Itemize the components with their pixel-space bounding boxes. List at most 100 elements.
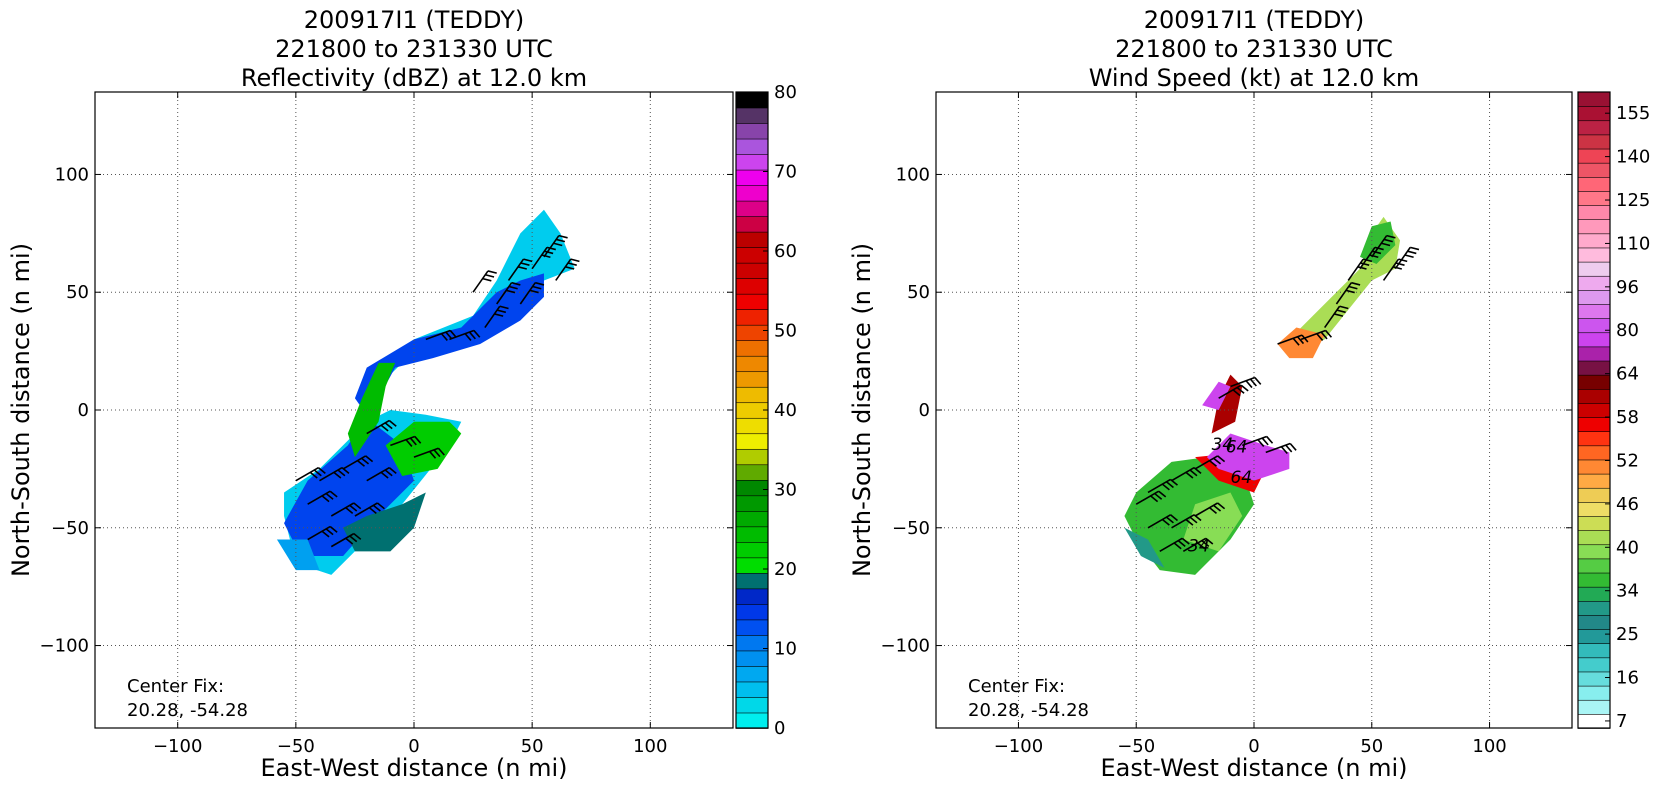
barb-flag [1236, 386, 1245, 394]
barb-flag [1334, 313, 1344, 317]
echo-region-10 [1360, 221, 1396, 264]
barb-flag [405, 439, 413, 447]
barb-flag [1177, 540, 1186, 547]
barb-flag [361, 457, 370, 465]
colorbar-swatch [1577, 657, 1611, 673]
wind-barb [531, 246, 556, 270]
y-tick-label: 50 [907, 282, 930, 303]
colorbar-swatch [735, 557, 769, 574]
barb-flag [1209, 459, 1217, 467]
colorbar-swatch [735, 308, 769, 326]
colorbar-swatch [1577, 699, 1611, 715]
barb-flag [321, 530, 330, 538]
barb-flag [1336, 309, 1346, 314]
colorbar-swatch [735, 200, 769, 217]
colorbar-tick-label: 40 [774, 400, 797, 421]
wind-barbs [1135, 234, 1420, 553]
barb-flag [325, 492, 334, 500]
barb-flag [1369, 254, 1379, 259]
barb-flag [329, 490, 338, 498]
barb-flag [487, 270, 497, 274]
wind-barb [319, 466, 350, 482]
wind-barb [1147, 514, 1178, 529]
echo-field [276, 209, 575, 575]
colorbar-tick-label: 0 [774, 718, 785, 739]
colorbar-swatch [735, 122, 769, 140]
barb-flag [1209, 507, 1217, 514]
barb-flag [1161, 518, 1170, 526]
barb-flag [1185, 518, 1194, 526]
echo-region-2 [1183, 492, 1243, 552]
colorbar-swatch [1577, 614, 1611, 630]
colorbar-swatch [1577, 642, 1611, 659]
barb-flag [433, 449, 441, 458]
contour-label: 64 [1230, 468, 1252, 488]
barb-flag [388, 419, 397, 427]
colorbar-swatch [735, 153, 769, 171]
barb-flag [1249, 378, 1257, 387]
barb-flag [520, 262, 530, 266]
wind-barb [472, 270, 497, 293]
colorbar-tick-label: 70 [774, 162, 797, 183]
barb-flag [565, 266, 575, 270]
colorbar-swatch [735, 696, 769, 714]
colorbar-swatch [1577, 275, 1611, 291]
wind-barb [366, 419, 397, 435]
colorbar-swatch [1577, 374, 1611, 390]
colorbar-swatch [735, 526, 769, 543]
wind-barb [1135, 490, 1167, 505]
wind-barb [330, 502, 362, 517]
wind-barb [1382, 258, 1408, 281]
x-tick-label: 100 [1472, 736, 1506, 757]
wind-barb [413, 447, 445, 459]
x-tick-label: 50 [521, 736, 544, 757]
barb-flag [380, 424, 389, 432]
colorbar-swatch [735, 246, 769, 264]
barb-flag [321, 495, 330, 503]
echo-region-2 [284, 273, 544, 557]
barb-flag [1189, 469, 1198, 477]
colorbar-swatch [1577, 162, 1611, 178]
colorbar-swatch [735, 107, 769, 124]
barb-flag [532, 285, 542, 290]
barb-flag [368, 507, 377, 514]
barb-flag [1165, 481, 1174, 489]
barb-flag [1324, 329, 1333, 338]
echo-region-3 [1124, 527, 1165, 568]
barb-flag [1360, 262, 1370, 266]
colorbar-swatch [735, 495, 769, 512]
colorbar-swatch [735, 619, 769, 636]
barb-flag [1257, 439, 1265, 447]
colorbar-swatch [735, 712, 769, 729]
barb-flag [1213, 504, 1222, 512]
wind-barb [1277, 334, 1309, 346]
barb-flag [337, 469, 346, 477]
y-tick-label: −50 [892, 518, 930, 539]
barb-flag [353, 502, 362, 510]
barb-flag [553, 242, 563, 247]
barb-flag [1351, 281, 1361, 286]
barb-flag [388, 467, 397, 474]
colorbar-swatch [1577, 529, 1611, 546]
colorbar-tick-label: 140 [1616, 147, 1650, 168]
colorbar-tick-label: 30 [774, 480, 797, 501]
barb-flag [445, 331, 453, 340]
barb-flag [380, 471, 389, 479]
barb-flag [1197, 542, 1206, 550]
y-tick-label: 100 [896, 164, 930, 185]
colorbar-swatch [1577, 148, 1611, 164]
barb-flag [1245, 380, 1253, 389]
colorbar-swatch [735, 588, 769, 605]
colorbar-swatch [735, 138, 769, 155]
colorbar-swatch [1577, 430, 1611, 447]
wind-barb [1265, 442, 1297, 455]
colorbar-swatch [735, 417, 769, 435]
barb-flag [499, 305, 509, 310]
barb-flag [1213, 457, 1222, 465]
barb-flag [384, 422, 393, 430]
wind-barb [425, 329, 457, 341]
wind-barb [307, 525, 338, 541]
barb-flag [485, 273, 495, 278]
barb-flag [1193, 467, 1202, 474]
colorbar-swatch [1577, 543, 1611, 560]
